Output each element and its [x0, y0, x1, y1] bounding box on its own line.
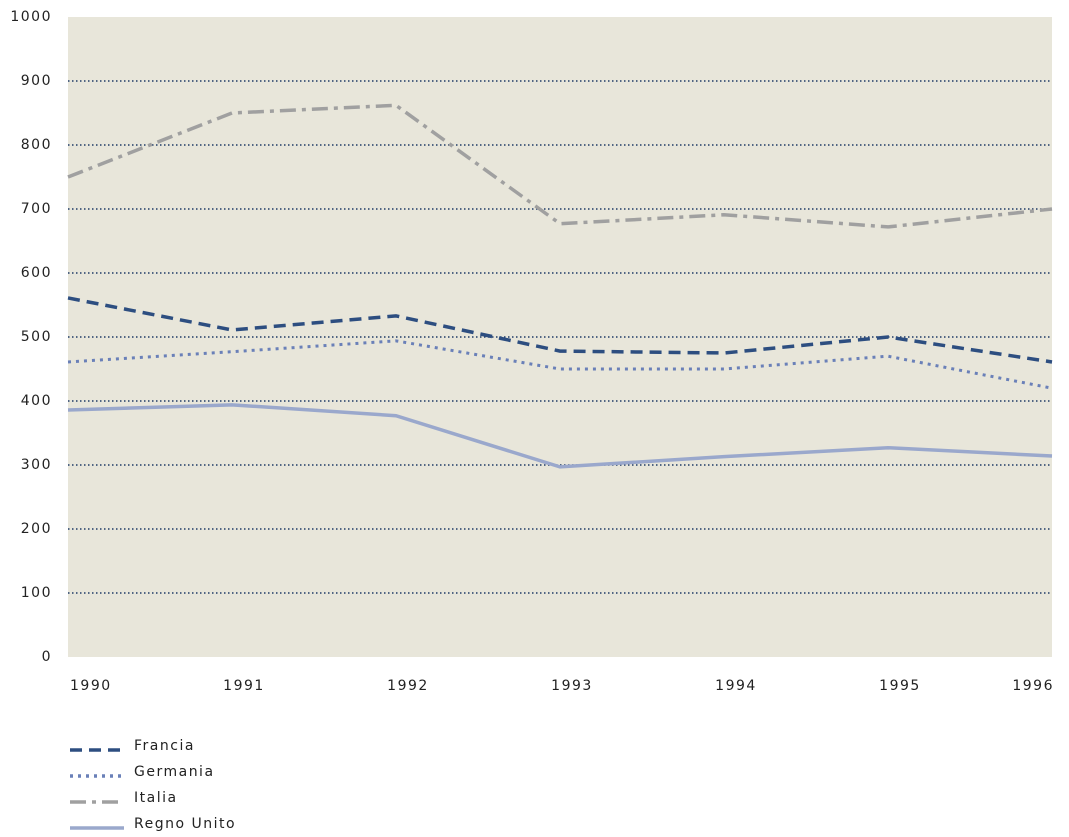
- series-line: [67, 403, 1053, 469]
- x-tick-label: 1993: [551, 678, 593, 694]
- series-line: [67, 103, 1053, 229]
- legend-label: Italia: [134, 790, 178, 806]
- legend-label: Germania: [134, 764, 215, 780]
- series-line: [67, 296, 1053, 364]
- x-tick-label: 1996: [1012, 678, 1054, 694]
- x-tick-label: 1995: [879, 678, 921, 694]
- y-tick-label: 600: [21, 265, 52, 281]
- x-tick-label: 1994: [715, 678, 757, 694]
- x-tick-label: 1990: [70, 678, 112, 694]
- y-tick-label: 900: [21, 73, 52, 89]
- y-tick-label: 0: [42, 649, 52, 665]
- x-tick-label: 1991: [223, 678, 265, 694]
- y-tick-label: 300: [21, 457, 52, 473]
- legend-label: Regno Unito: [134, 816, 236, 832]
- y-tick-label: 400: [21, 393, 52, 409]
- y-tick-label: 700: [21, 201, 52, 217]
- y-tick-label: 200: [21, 521, 52, 537]
- y-tick-label: 1000: [10, 9, 52, 25]
- y-tick-label: 800: [21, 137, 52, 153]
- x-tick-label: 1992: [387, 678, 429, 694]
- y-tick-label: 500: [21, 329, 52, 345]
- legend-label: Francia: [134, 738, 195, 754]
- y-tick-label: 100: [21, 585, 52, 601]
